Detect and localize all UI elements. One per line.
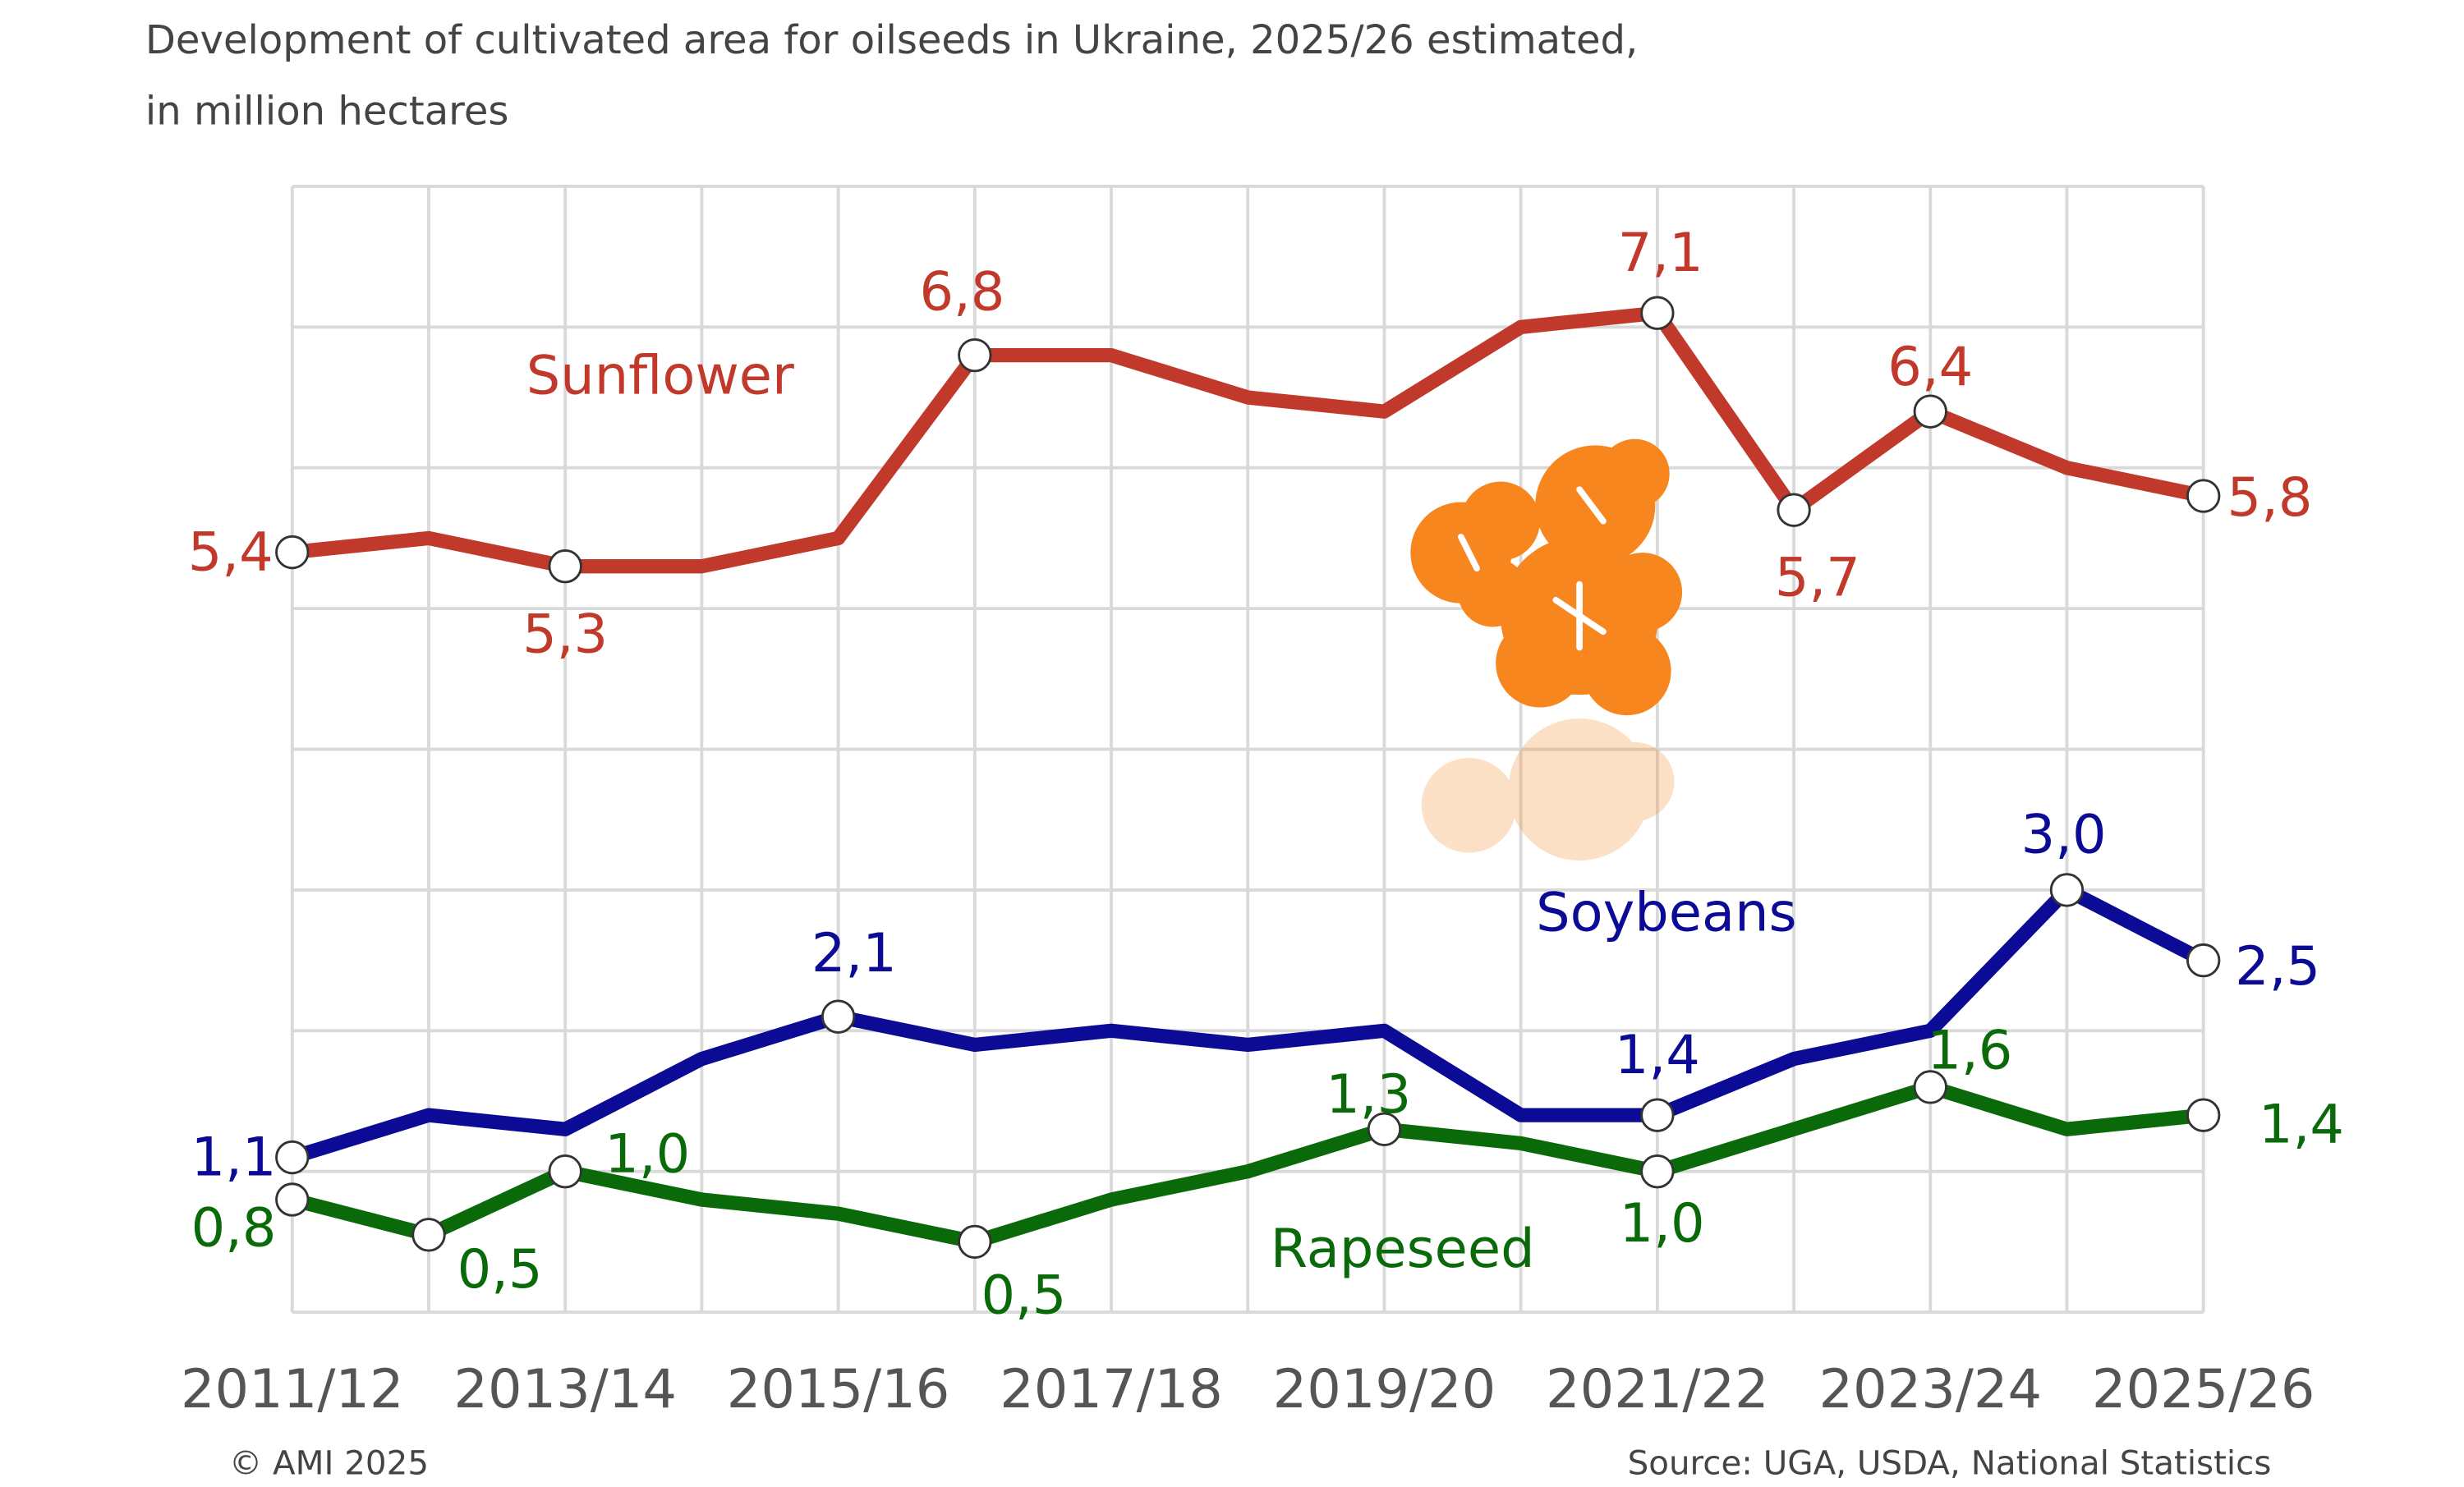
point-marker bbox=[1640, 1154, 1675, 1189]
copyright: © AMI 2025 bbox=[229, 1444, 429, 1483]
data-label: 6,8 bbox=[919, 261, 1004, 324]
point-marker bbox=[958, 1224, 992, 1260]
data-label: 5,3 bbox=[522, 603, 608, 665]
point-marker bbox=[2186, 943, 2221, 978]
point-marker bbox=[275, 1140, 310, 1175]
data-label: 7,1 bbox=[1618, 222, 1703, 284]
data-label: 0,8 bbox=[191, 1197, 277, 1260]
data-label: 3,0 bbox=[2021, 804, 2107, 866]
point-marker bbox=[1913, 1070, 1947, 1104]
point-marker bbox=[1367, 1112, 1402, 1146]
data-label: 1,0 bbox=[605, 1122, 690, 1185]
x-tick-label: 2017/18 bbox=[1000, 1358, 1223, 1420]
series-line bbox=[290, 1080, 2204, 1250]
flower-icon bbox=[1410, 438, 1683, 861]
data-label: 1,0 bbox=[1620, 1192, 1705, 1255]
x-tick-label: 2025/26 bbox=[2092, 1358, 2315, 1420]
x-tick-label: 2011/12 bbox=[181, 1358, 404, 1420]
data-label: 1,4 bbox=[2259, 1094, 2344, 1156]
data-label: 5,4 bbox=[188, 521, 274, 583]
data-label: 1,4 bbox=[1615, 1024, 1700, 1086]
point-marker bbox=[275, 535, 310, 570]
series-line bbox=[290, 883, 2207, 1164]
x-tick-label: 2015/16 bbox=[727, 1358, 950, 1420]
point-marker bbox=[1640, 1098, 1675, 1132]
x-tick-label: 2023/24 bbox=[1818, 1358, 2042, 1420]
point-marker bbox=[2186, 1098, 2221, 1132]
x-tick-label: 2013/14 bbox=[453, 1358, 677, 1420]
point-marker bbox=[548, 1154, 582, 1189]
point-marker bbox=[1640, 296, 1675, 330]
data-label: 6,4 bbox=[1887, 336, 1973, 398]
chart-title: Development of cultivated area for oilse… bbox=[145, 17, 1638, 63]
point-marker bbox=[275, 1182, 310, 1217]
chart-subtitle: in million hectares bbox=[145, 88, 509, 134]
point-marker bbox=[1777, 493, 1811, 527]
point-marker bbox=[1913, 394, 1947, 429]
data-label: 1,1 bbox=[191, 1126, 277, 1188]
data-label: 1,6 bbox=[1927, 1020, 2012, 1082]
data-label: 0,5 bbox=[457, 1238, 543, 1301]
series-label: Soybeans bbox=[1536, 881, 1796, 943]
data-label: 2,5 bbox=[2235, 935, 2320, 998]
point-marker bbox=[548, 549, 582, 584]
source: Source: UGA, USDA, National Statistics bbox=[1628, 1444, 2272, 1483]
data-label: 5,8 bbox=[2227, 466, 2313, 529]
data-label: 1,3 bbox=[1326, 1063, 1411, 1126]
series-label: Sunflower bbox=[526, 345, 794, 407]
point-marker bbox=[2049, 873, 2085, 907]
series-label: Rapeseed bbox=[1271, 1218, 1535, 1280]
data-label: 2,1 bbox=[811, 922, 897, 984]
x-tick-label: 2019/20 bbox=[1273, 1358, 1496, 1420]
data-label: 5,7 bbox=[1775, 547, 1860, 609]
x-tick-label: 2021/22 bbox=[1546, 1358, 1769, 1420]
data-label: 0,5 bbox=[981, 1264, 1066, 1327]
point-marker bbox=[958, 337, 992, 373]
point-marker bbox=[2186, 479, 2221, 513]
point-marker bbox=[821, 999, 856, 1034]
series-line bbox=[291, 305, 2205, 574]
point-marker bbox=[411, 1218, 446, 1252]
